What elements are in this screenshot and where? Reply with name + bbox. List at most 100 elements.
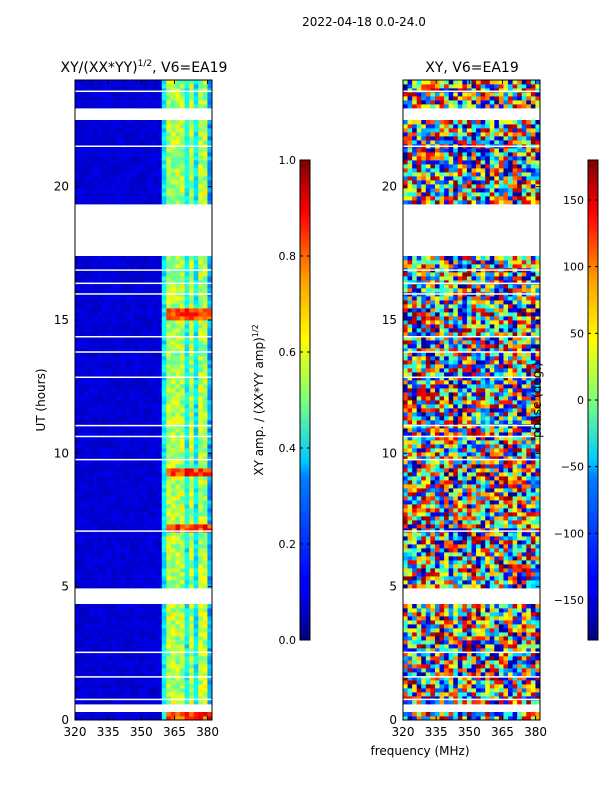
amplitude-cell [152, 196, 158, 201]
amplitude-cell [170, 608, 176, 613]
phase-cell [526, 620, 532, 625]
amplitude-cell [175, 132, 181, 137]
amplitude-cell [111, 400, 117, 405]
phase-cell [476, 716, 482, 721]
amplitude-cell [88, 272, 94, 277]
amplitude-cell [111, 528, 117, 533]
amplitude-cell [75, 88, 80, 93]
amplitude-cell [157, 660, 163, 665]
amplitude-cell [157, 356, 163, 361]
amplitude-cell [125, 564, 131, 569]
amplitude-cell [84, 440, 90, 445]
phase-cell [462, 636, 468, 641]
amplitude-cell [93, 396, 99, 401]
amplitude-cell [184, 476, 190, 481]
amplitude-cell [84, 332, 90, 337]
amplitude-cell [111, 668, 117, 673]
amplitude-cell [161, 696, 167, 701]
amplitude-cell [97, 552, 103, 557]
amplitude-cell [129, 100, 135, 105]
amplitude-colorbar: 0.00.20.40.60.81.0 XY amp. / (XX*YY amp)… [251, 154, 311, 647]
amplitude-cell [88, 568, 94, 573]
amplitude-cell [166, 172, 172, 177]
amplitude-cell [193, 384, 199, 389]
amplitude-cell [75, 400, 80, 405]
amplitude-cell [157, 124, 163, 129]
amplitude-cell [189, 84, 195, 89]
amplitude-cell [102, 532, 108, 537]
phase-cell [485, 628, 491, 633]
amplitude-cell [207, 416, 213, 421]
amplitude-cell [134, 660, 140, 665]
amplitude-cell [148, 80, 154, 85]
amplitude-cell [157, 540, 163, 545]
amplitude-cell [152, 100, 158, 105]
amplitude-cell [152, 568, 158, 573]
amplitude-cell [129, 680, 135, 685]
amplitude-cell [180, 536, 185, 541]
amplitude-cell [180, 136, 185, 141]
amplitude-cell [193, 160, 199, 165]
amplitude-cell [93, 524, 99, 529]
phase-cell [407, 632, 413, 637]
amplitude-cell [148, 568, 154, 573]
amplitude-cell [125, 192, 131, 197]
amplitude-cell [193, 468, 199, 473]
amplitude-cell [198, 340, 204, 345]
phase-cell [412, 676, 418, 681]
amplitude-cell [111, 88, 117, 93]
amplitude-cell [175, 448, 181, 453]
amplitude-cell [157, 404, 163, 409]
amplitude-cell [143, 312, 149, 317]
amplitude-cell [152, 420, 158, 425]
amplitude-cell [125, 336, 131, 341]
amplitude-cell [170, 460, 176, 465]
amplitude-cell [138, 496, 144, 501]
amplitude-cell [116, 552, 122, 557]
amplitude-cell [129, 152, 135, 157]
amplitude-cell [180, 388, 185, 393]
amplitude-cell [170, 532, 176, 537]
amplitude-cell [198, 392, 204, 397]
amplitude-cell [129, 396, 135, 401]
amplitude-cell [88, 416, 94, 421]
phase-cell [421, 696, 427, 701]
amplitude-cell [111, 168, 117, 173]
amplitude-cell [111, 452, 117, 457]
amplitude-cell [106, 660, 112, 665]
amplitude-cell [84, 460, 90, 465]
amplitude-cell [152, 460, 158, 465]
amplitude-cell [143, 676, 149, 681]
phase-cell [403, 644, 408, 649]
amplitude-cell [102, 624, 108, 629]
amplitude-cell [75, 148, 80, 153]
amplitude-cell [198, 148, 204, 153]
phase-cell [439, 696, 445, 701]
amplitude-cell [180, 556, 185, 561]
amplitude-cell [175, 572, 181, 577]
amplitude-cell [88, 616, 94, 621]
amplitude-cell [125, 428, 131, 433]
amplitude-cell [161, 688, 167, 693]
amplitude-cell [129, 620, 135, 625]
amplitude-cell [134, 632, 140, 637]
amplitude-cell [166, 332, 172, 337]
amplitude-cell [97, 480, 103, 485]
amplitude-cell [106, 464, 112, 469]
amplitude-cell [152, 88, 158, 93]
amplitude-cell [125, 340, 131, 345]
amplitude-cell [189, 568, 195, 573]
amplitude-cell [84, 444, 90, 449]
amplitude-cell [111, 352, 117, 357]
amplitude-cell [111, 264, 117, 269]
phase-cell [439, 608, 445, 613]
amplitude-cell [111, 508, 117, 513]
amplitude-cell [207, 312, 213, 317]
amplitude-cell [106, 104, 112, 109]
amplitude-cell [97, 512, 103, 517]
amplitude-cell [184, 688, 190, 693]
amplitude-cell [184, 92, 190, 97]
amplitude-cell [207, 696, 213, 701]
amplitude-cell [148, 340, 154, 345]
amplitude-cell [148, 692, 154, 697]
